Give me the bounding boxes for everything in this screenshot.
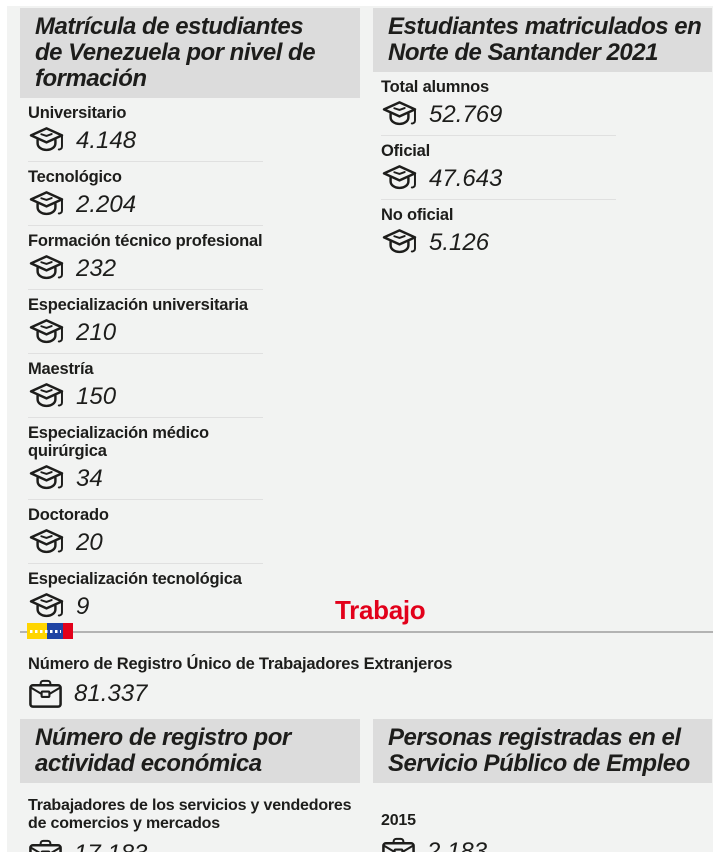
stat-value-row: 9	[28, 591, 263, 622]
stat-label: Doctorado	[28, 506, 109, 524]
stat-value: 2.183	[427, 837, 488, 852]
education-columns: Matrícula de estudiantes de Venezuela po…	[20, 8, 713, 627]
graduation-cap-icon	[28, 254, 65, 284]
graduation-cap-icon	[28, 464, 65, 494]
briefcase-icon	[28, 838, 63, 852]
stat-value: 232	[76, 254, 117, 282]
graduation-cap-icon	[28, 528, 65, 558]
graduation-cap-icon	[28, 190, 65, 220]
stat-value: 150	[76, 382, 117, 410]
flag-icon	[27, 623, 73, 639]
section-divider-line	[20, 631, 713, 633]
stat-value: 2.204	[76, 190, 137, 218]
stat-value: 17.183	[74, 840, 147, 852]
stat-value-row: 34	[28, 463, 263, 494]
stat-label: No oficial	[381, 206, 454, 224]
enrollment-by-level-column: Matrícula de estudiantes de Venezuela po…	[20, 8, 360, 627]
stat-label: Formación técnico profesional	[28, 232, 263, 250]
stat-value: 34	[76, 464, 103, 492]
enrolled-norte-santander-title: Estudiantes matriculados en Norte de San…	[373, 8, 712, 72]
stat-especializacion-tecnologica: Especialización tecnológica 9	[28, 564, 263, 627]
flag-blue-band	[47, 623, 63, 639]
stat-value-row: 2.204	[28, 189, 263, 220]
flag-red-band	[63, 623, 73, 639]
stat-spe-2015: 2015 2.183	[381, 783, 619, 852]
stat-label: Universitario	[28, 104, 127, 122]
stat-value-row: 20	[28, 527, 263, 558]
graduation-cap-icon	[381, 100, 418, 130]
stat-no-oficial: No oficial 5.126	[381, 200, 616, 263]
stat-value-row: 210	[28, 317, 263, 348]
trabajo-section-break: Trabajo	[20, 595, 713, 643]
graduation-cap-icon	[28, 126, 65, 156]
stat-label: Número de Registro Único de Trabajadores…	[28, 655, 453, 673]
stat-registro-unico-extranjeros: Número de Registro Único de Trabajadores…	[28, 655, 713, 711]
stat-value: 20	[76, 528, 103, 556]
stat-oficial: Oficial 47.643	[381, 136, 616, 200]
briefcase-icon	[381, 836, 416, 852]
stat-value: 47.643	[429, 164, 503, 192]
stat-value-row: 17.183	[28, 837, 266, 852]
flag-yellow-band	[27, 623, 47, 639]
stat-value-row: 81.337	[28, 677, 713, 711]
page-content: Matrícula de estudiantes de Venezuela po…	[7, 6, 713, 852]
stat-trabajadores-servicios: Trabajadores de los servicios y vendedor…	[28, 783, 352, 852]
stat-value-row: 52.769	[381, 99, 616, 130]
stat-label: Especialización tecnológica	[28, 570, 242, 588]
work-columns: Número de registro por actividad económi…	[20, 719, 713, 852]
stat-value: 5.126	[429, 228, 490, 256]
stat-label: Especialización universitaria	[28, 296, 248, 314]
stat-especializacion-universitaria: Especialización universitaria 210	[28, 290, 263, 354]
stat-tecnologico: Tecnológico 2.204	[28, 162, 263, 226]
stat-label: Tecnológico	[28, 168, 122, 186]
stat-value-row: 5.126	[381, 227, 616, 258]
stat-total-alumnos: Total alumnos 52.769	[381, 72, 616, 136]
stat-medico-quirurgica: Especialización médico quirúrgica 34	[28, 418, 263, 500]
stat-value: 210	[76, 318, 117, 346]
registry-by-activity-column: Número de registro por actividad económi…	[20, 719, 360, 852]
stat-label: Oficial	[381, 142, 431, 160]
stat-value-row: 2.183	[381, 835, 619, 852]
stat-value: 9	[76, 592, 90, 620]
page-canvas: Matrícula de estudiantes de Venezuela po…	[7, 6, 713, 852]
stat-value: 81.337	[74, 680, 148, 707]
stat-label: Total alumnos	[381, 78, 490, 96]
registry-by-activity-title: Número de registro por actividad económi…	[20, 719, 360, 783]
stat-label: Maestría	[28, 360, 94, 378]
graduation-cap-icon	[381, 228, 418, 258]
graduation-cap-icon	[381, 164, 418, 194]
stat-maestria: Maestría 150	[28, 354, 263, 418]
stat-value-row: 4.148	[28, 125, 263, 156]
stat-value-row: 47.643	[381, 163, 616, 194]
stat-label: Especialización médico quirúrgica	[28, 424, 209, 460]
enrollment-by-level-title: Matrícula de estudiantes de Venezuela po…	[20, 8, 360, 98]
briefcase-icon	[28, 678, 63, 710]
stat-doctorado: Doctorado 20	[28, 500, 263, 564]
public-employment-service-column: Personas registradas en el Servicio Públ…	[373, 719, 712, 852]
enrolled-norte-santander-column: Estudiantes matriculados en Norte de San…	[373, 8, 712, 627]
stat-value-row: 232	[28, 253, 263, 284]
stat-value: 4.148	[76, 126, 137, 154]
graduation-cap-icon	[28, 382, 65, 412]
stat-label: 2015	[381, 812, 416, 829]
stat-universitario: Universitario 4.148	[28, 98, 263, 162]
public-employment-service-title: Personas registradas en el Servicio Públ…	[373, 719, 712, 783]
stat-value: 52.769	[429, 100, 503, 128]
graduation-cap-icon	[28, 592, 65, 622]
stat-label: Trabajadores de los servicios y vendedor…	[28, 797, 352, 832]
stat-value-row: 150	[28, 381, 263, 412]
graduation-cap-icon	[28, 318, 65, 348]
trabajo-section-title: Trabajo	[335, 595, 426, 625]
stat-formacion-tecnico: Formación técnico profesional 232	[28, 226, 263, 290]
